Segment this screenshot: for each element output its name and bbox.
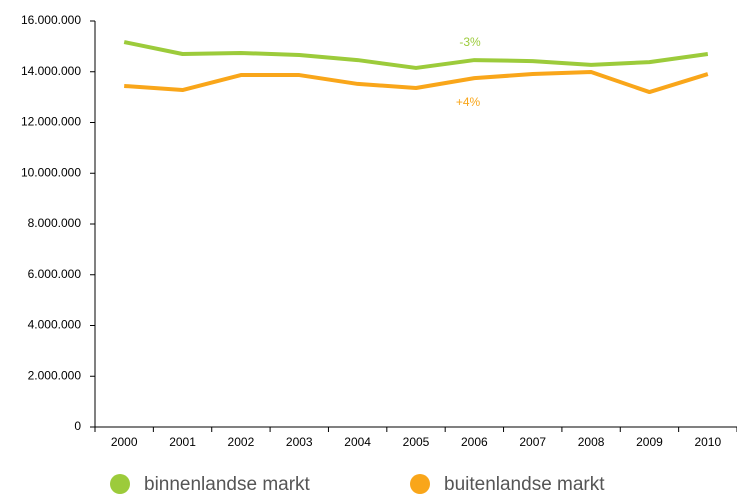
x-tick-label: 2008 bbox=[578, 435, 605, 449]
y-tick-label: 0 bbox=[74, 419, 81, 433]
x-tick-label: 2003 bbox=[286, 435, 313, 449]
y-tick-label: 4.000.000 bbox=[28, 318, 82, 332]
x-tick-label: 2010 bbox=[694, 435, 721, 449]
x-tick-label: 2006 bbox=[461, 435, 488, 449]
x-tick-label: 2005 bbox=[403, 435, 430, 449]
x-tick-label: 2000 bbox=[111, 435, 138, 449]
x-tick-label: 2002 bbox=[228, 435, 255, 449]
y-tick-label: 10.000.000 bbox=[21, 165, 81, 179]
annotation: -3% bbox=[459, 35, 481, 49]
legend-swatch bbox=[410, 474, 430, 494]
legend-label: binnenlandse markt bbox=[144, 474, 311, 495]
x-tick-label: 2001 bbox=[169, 435, 196, 449]
x-tick-label: 2007 bbox=[519, 435, 546, 449]
annotation: +4% bbox=[456, 95, 481, 109]
x-tick-label: 2004 bbox=[344, 435, 371, 449]
legend-label: buitenlandse markt bbox=[444, 474, 605, 495]
series-line bbox=[124, 70, 709, 95]
y-tick-label: 8.000.000 bbox=[28, 216, 82, 230]
y-tick-label: 16.000.000 bbox=[21, 13, 81, 27]
legend-swatch bbox=[110, 474, 130, 494]
y-tick-label: 6.000.000 bbox=[28, 267, 82, 281]
series-line bbox=[123, 40, 709, 70]
y-tick-label: 2.000.000 bbox=[28, 368, 82, 382]
y-tick-label: 12.000.000 bbox=[21, 115, 81, 129]
x-tick-label: 2009 bbox=[636, 435, 663, 449]
y-tick-label: 14.000.000 bbox=[21, 64, 81, 78]
